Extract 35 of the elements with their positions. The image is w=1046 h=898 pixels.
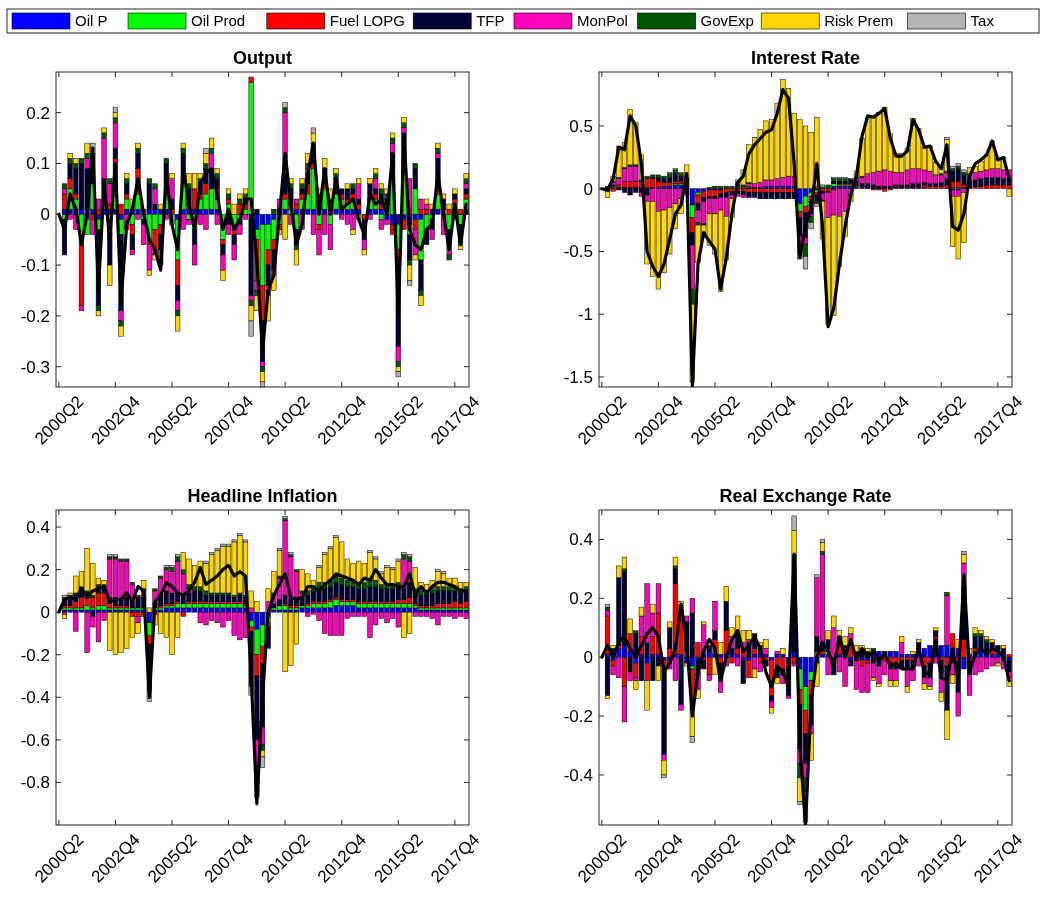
y-tick-label: -0.6	[20, 730, 50, 750]
y-tick-label: -0.4	[563, 765, 593, 785]
y-tick-label: -0.1	[20, 256, 50, 276]
legend-label: Risk Prem	[824, 12, 894, 30]
y-tick-label: 0	[40, 603, 50, 623]
y-tick-label: -0.4	[20, 688, 50, 708]
chart-title: Interest Rate	[750, 48, 861, 68]
y-tick-label: 0.2	[26, 560, 50, 580]
y-tick-label: -1	[577, 305, 593, 325]
y-tick-label: 0	[583, 179, 593, 199]
legend-label: Fuel LOPG	[329, 12, 405, 30]
legend-label: Oil Prod	[191, 12, 246, 30]
y-tick-label: 0	[583, 648, 593, 668]
y-tick-label: 0.4	[26, 517, 50, 537]
y-tick-label: 0.4	[569, 530, 593, 550]
y-tick-label: -0.3	[20, 357, 50, 377]
y-tick-label: -0.5	[563, 242, 593, 262]
y-tick-label: 0.2	[569, 589, 593, 609]
y-tick-label: -0.8	[20, 773, 50, 793]
chart-title: Output	[233, 48, 292, 68]
y-tick-label: -0.2	[20, 645, 50, 665]
chart-title: Headline Inflation	[187, 486, 338, 506]
chart-title: Real Exchange Rate	[719, 486, 892, 506]
legend-label: GovExp	[700, 12, 754, 30]
y-tick-label: -0.2	[563, 707, 593, 727]
y-tick-label: 0.2	[26, 103, 50, 123]
legend-label: Oil P	[75, 12, 108, 30]
y-tick-label: 0.5	[569, 116, 593, 136]
y-tick-label: -1.5	[563, 367, 593, 387]
y-tick-label: 0.1	[26, 154, 50, 174]
legend-label: Tax	[970, 12, 995, 30]
y-tick-label: -0.2	[20, 306, 50, 326]
legend-label: MonPol	[577, 12, 628, 30]
y-tick-label: 0	[40, 205, 50, 225]
legend-label: TFP	[476, 12, 505, 30]
